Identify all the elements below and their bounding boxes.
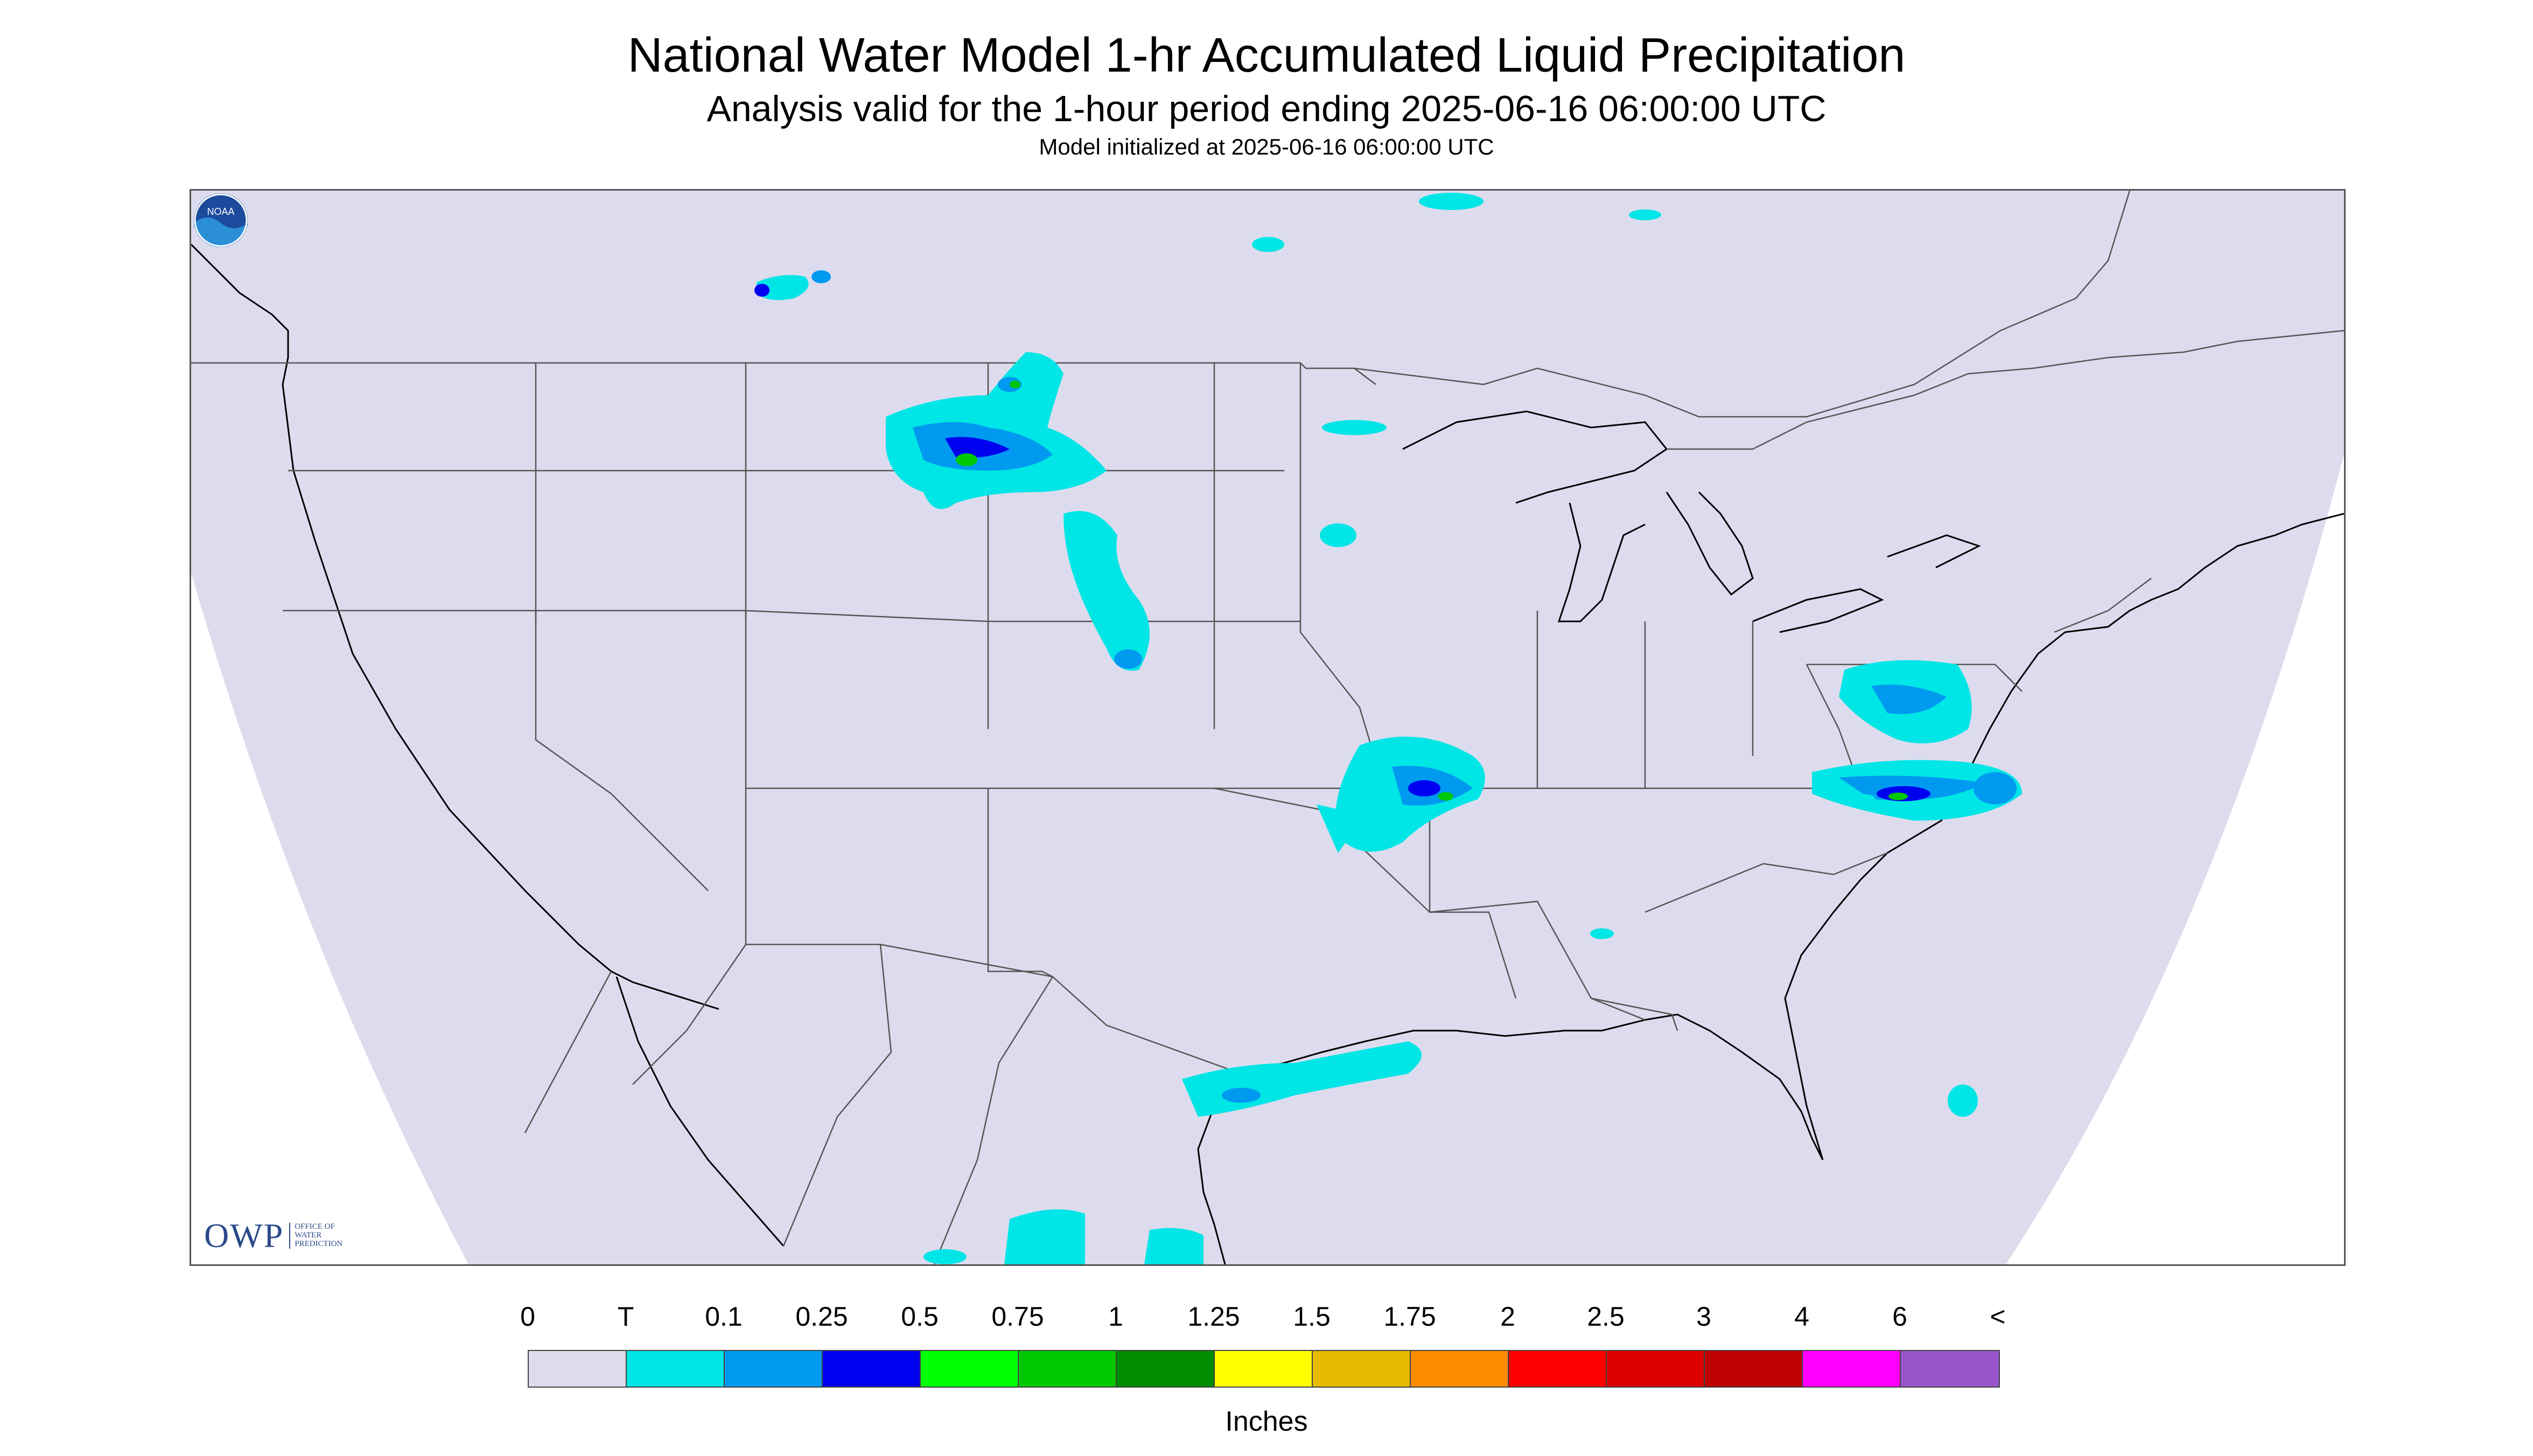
colorbar-swatch [1411, 1351, 1509, 1387]
precip-nebraska [1063, 511, 1150, 671]
colorbar-swatch [1509, 1351, 1607, 1387]
colorbar-label: 6 [1892, 1301, 1907, 1332]
model-init-line: Model initialized at 2025-06-16 06:00:00… [1039, 134, 1494, 159]
owp-logo: OWP Office of Water Prediction [204, 1216, 343, 1255]
colorbar-swatch [823, 1351, 921, 1387]
map-panel: OWP Office of Water Prediction NOAA [190, 189, 2346, 1266]
colorbar-label: 0.25 [795, 1301, 848, 1332]
precip-montana-nd [886, 352, 1107, 509]
colorbar-label: < [1990, 1301, 2006, 1332]
colorbar-labels: 0 T 0.1 0.25 0.5 0.75 1 1.25 1.5 1.75 2 2.5 3 4 6 < [0, 1303, 2533, 1335]
colorbar-swatch [1313, 1351, 1411, 1387]
colorbar [528, 1350, 2000, 1388]
colorbar-swatch [921, 1351, 1019, 1387]
colorbar-label: 4 [1794, 1301, 1809, 1332]
colorbar-swatch [1019, 1351, 1117, 1387]
colorbar-label: 1.75 [1383, 1301, 1436, 1332]
colorbar-swatch [1705, 1351, 1803, 1387]
colorbar-label: 0 [520, 1301, 535, 1332]
colorbar-swatch [1607, 1351, 1705, 1387]
coastline [191, 243, 2344, 1160]
colorbar-swatch [1901, 1351, 1999, 1387]
svg-text:NOAA: NOAA [207, 206, 234, 217]
colorbar-label: 1.25 [1187, 1301, 1240, 1332]
precip-missouri-arkansas [1317, 737, 1485, 853]
great-lakes [1402, 410, 1981, 633]
colorbar-label: 1 [1108, 1301, 1123, 1332]
map-title: National Water Model 1-hr Accumulated Li… [627, 29, 1906, 82]
map-subtitle: Analysis valid for the 1-hour period end… [706, 88, 1827, 129]
colorbar-label: 3 [1696, 1301, 1711, 1332]
precip-canada-misc [1252, 193, 1978, 1117]
colorbar-label: 2 [1500, 1301, 1515, 1332]
colorbar-swatch [1215, 1351, 1313, 1387]
precip-gulf-coast [923, 1041, 1422, 1264]
colorbar-swatch [627, 1351, 725, 1387]
colorbar-label: 0.75 [991, 1301, 1044, 1332]
noaa-logo: NOAA [194, 193, 248, 247]
colorbar-label: T [617, 1301, 634, 1332]
colorbar-label: 0.1 [705, 1301, 743, 1332]
colorbar-swatch [1117, 1351, 1215, 1387]
precip-montana-north [754, 270, 831, 300]
colorbar-units: Inches [1225, 1406, 1308, 1437]
precip-mid-atlantic [1812, 660, 2022, 821]
colorbar-label: 0.5 [901, 1301, 939, 1332]
model-domain [191, 191, 2344, 1264]
colorbar-swatch [529, 1351, 627, 1387]
colorbar-label: 1.5 [1293, 1301, 1331, 1332]
colorbar-swatch [1803, 1351, 1901, 1387]
precipitation-map [191, 191, 2344, 1264]
colorbar-swatch [725, 1351, 823, 1387]
colorbar-label: 2.5 [1587, 1301, 1625, 1332]
